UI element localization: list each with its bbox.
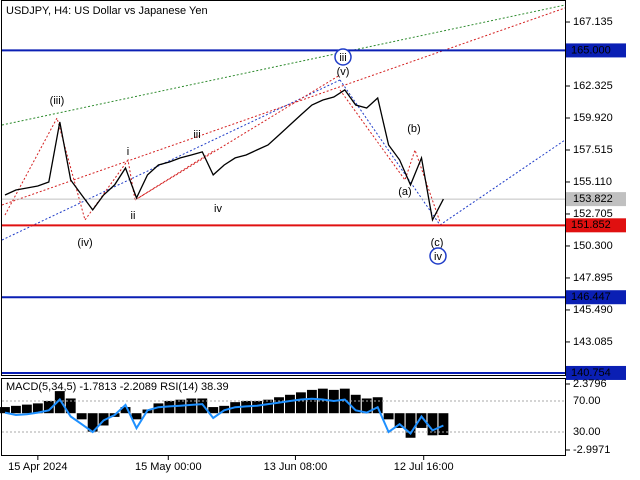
wave-label: iii [193,129,200,141]
rsi-line [4,397,444,436]
y-tick-label: 155.110 [573,176,612,188]
y2-tick-label: 70.00 [573,395,601,407]
x-tick-label: 15 Apr 2024 [8,461,67,473]
level-label: 146.447 [571,291,611,303]
macd-bar [263,399,273,414]
y-tick-label: 2.3796 [573,378,607,390]
current-price-label: 153.822 [573,193,613,205]
x-tick-label: 15 May 00:00 [135,461,202,473]
macd-bar [361,398,372,414]
wave-label: iv [434,251,442,263]
macd-bar [87,413,98,432]
macd-bar [372,397,383,414]
macd-bar [76,413,87,420]
level-tag [566,43,626,58]
macd-bar [131,413,142,420]
indicator-label: MACD(5,34,5) -1.7813 -2.2089 RSI(14) 38.… [6,381,229,393]
indicator-panel-frame [1,378,566,456]
level-tag [566,365,626,380]
macd-bar [21,404,32,414]
macd-bar [394,413,405,428]
y-tick-label: 145.490 [573,304,613,316]
y-tick-label: 167.135 [573,16,613,28]
macd-bar [208,407,219,414]
macd-bar [197,398,208,414]
wave-label: (a) [398,186,411,198]
macd-bar [43,400,54,414]
wave-circle [429,247,447,265]
y-tick-label: 157.515 [573,144,613,156]
macd-bar [0,407,10,414]
level-label: 140.754 [571,367,611,379]
y-tick-label: 152.705 [573,208,613,220]
wave-label: (c) [431,237,444,249]
macd-bar [405,413,416,438]
current-price-tag [566,192,626,207]
macd-bar [416,413,427,428]
macd-bar [295,392,306,414]
wave-circle [334,48,352,66]
level-tag [566,290,626,305]
macd-bar [438,413,449,436]
wave-label: (b) [407,123,420,135]
y-tick-label: 159.920 [573,112,613,124]
macd-bar [54,391,65,414]
trend-line [1,7,566,206]
macd-bar [252,400,263,414]
macd-bar [285,394,295,414]
macd-bar [306,389,317,414]
level-label: 165.000 [571,44,611,56]
y-tick-label: 147.895 [573,272,613,284]
wave-label: ii [131,210,136,222]
macd-bar [274,397,284,414]
level-tag [566,218,626,233]
level-label: 151.852 [571,219,611,231]
wave-label: iv [214,203,222,215]
macd-bar [120,407,131,414]
wave-line [134,74,341,201]
macd-bar [427,413,438,436]
y-tick-label: 150.300 [573,240,613,252]
y2-tick-label: 30.00 [573,426,601,438]
x-tick-label: 12 Jul 16:00 [394,461,454,473]
macd-bar [32,403,43,414]
price-line [4,89,444,222]
macd-bar [383,413,394,420]
chart-title: USDJPY, H4: US Dollar vs Japanese Yen [6,5,208,17]
macd-bar [10,405,21,414]
wave-label: iii [339,52,346,64]
y-tick-label: -2.9971 [573,444,610,456]
y-tick-label: 143.085 [573,336,613,348]
macd-bar [339,388,350,414]
x-tick-label: 13 Jun 08:00 [264,461,328,473]
macd-bar [153,403,164,414]
wave-line [339,89,441,223]
wave-line [4,116,216,222]
main-panel-frame [1,0,566,376]
y-tick-label: 162.325 [573,80,613,92]
wave-label: (iii) [50,95,65,107]
wave-label: (v) [337,66,350,78]
macd-bar [65,398,76,414]
macd-bar [350,394,361,414]
wave-label: (iv) [77,237,92,249]
wave-label: i [127,146,129,158]
